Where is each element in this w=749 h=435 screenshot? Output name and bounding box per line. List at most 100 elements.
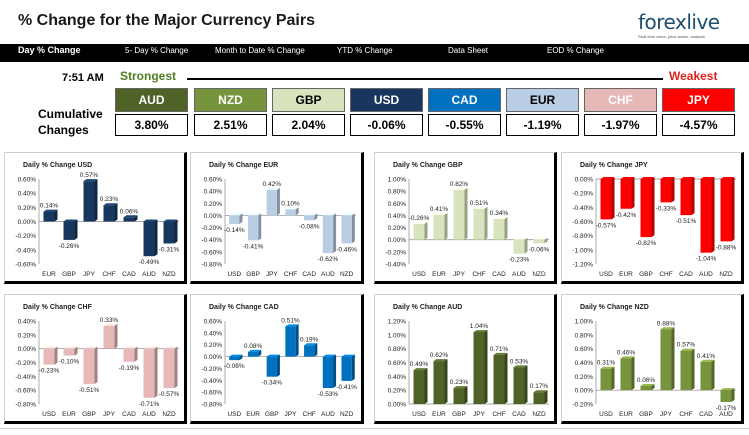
data-label: -1.04%: [696, 256, 717, 263]
x-tick-label: NZD: [340, 411, 354, 418]
x-tick-label: CHF: [284, 271, 297, 278]
y-tick-label: 0.40%: [388, 213, 407, 220]
currency-box-aud: AUD 3.80%: [115, 88, 188, 136]
bar: [533, 392, 545, 404]
chart-panel-usd: Daily % Change USD 0.60% 0.40% 0.20% 0.00% -0…: [4, 152, 187, 284]
y-tick-label: -0.80%: [15, 402, 36, 409]
y-tick-label: 1.20%: [388, 319, 407, 326]
y-tick-label: -0.40%: [385, 262, 406, 269]
bar-top-face: [453, 187, 468, 190]
bar-side-face: [524, 237, 528, 254]
nav-bar: Day % Change 5- Day % Change Month to Da…: [0, 44, 749, 62]
bar: [453, 189, 465, 240]
bar: [163, 221, 175, 244]
bar-side-face: [444, 212, 448, 240]
page-title: % Change for the Major Currency Pairs: [18, 12, 315, 29]
x-tick-label: CHF: [472, 271, 485, 278]
data-label: -0.57%: [159, 391, 180, 398]
bar-side-face: [464, 386, 468, 404]
x-tick-label: GBP: [639, 411, 653, 418]
nav-data-sheet[interactable]: Data Sheet: [448, 46, 489, 55]
strongest-label: Strongest: [120, 69, 177, 83]
nav-day-change[interactable]: Day % Change: [18, 45, 81, 55]
chart-panel-jpy: Daily % Change JPY 0.00% -0.20% -0.40% -0.60…: [561, 152, 744, 284]
bar-top-face: [640, 177, 655, 179]
bar: [680, 179, 692, 216]
bar-side-face: [671, 177, 675, 203]
bar-side-face: [74, 346, 78, 356]
y-tick-label: 0.20%: [18, 205, 37, 212]
bar-side-face: [154, 219, 158, 257]
chart-usd: Daily % Change USD 0.60% 0.40% 0.20% 0.00% -0…: [15, 162, 179, 278]
x-tick-label: NZD: [532, 271, 546, 278]
nav-mtd-change[interactable]: Month to Date % Change: [215, 46, 305, 55]
bar-side-face: [276, 187, 280, 216]
logo-tagline: Real-time news, price action, analysis: [638, 34, 705, 39]
nav-ytd-change[interactable]: YTD % Change: [337, 46, 393, 55]
bar-side-face: [671, 327, 675, 391]
x-tick-label: CHF: [102, 271, 115, 278]
x-tick-label: AUD: [142, 411, 156, 418]
y-tick-label: 0.00%: [204, 213, 223, 220]
y-tick-label: -0.40%: [572, 205, 593, 212]
bar-side-face: [239, 213, 243, 224]
y-tick-label: 0.60%: [18, 177, 37, 184]
currency-box-nzd: NZD 2.51%: [194, 88, 267, 136]
x-tick-label: CHF: [659, 271, 672, 278]
bar: [473, 332, 485, 404]
bar-side-face: [424, 221, 428, 240]
chart-title: Daily % Change JPY: [580, 162, 648, 169]
x-tick-label: EUR: [246, 411, 260, 418]
y-tick-label: 1.00%: [388, 177, 407, 184]
currency-box-gbp: GBP 2.04%: [272, 88, 345, 136]
data-label: -0.14%: [224, 227, 245, 234]
y-tick-label: 0.40%: [18, 319, 37, 326]
bar: [600, 179, 612, 220]
bar: [640, 179, 652, 238]
bar-top-face: [163, 346, 178, 349]
bar-side-face: [258, 213, 262, 241]
y-tick-label: -0.20%: [572, 191, 593, 198]
bar-top-face: [513, 365, 528, 368]
x-tick-label: JPY: [266, 271, 279, 278]
bar-side-face: [711, 359, 715, 391]
data-label: 0.62%: [430, 352, 449, 359]
data-label: 0.57%: [80, 172, 99, 179]
bar-side-face: [484, 206, 488, 240]
x-tick-label: GBP: [639, 271, 653, 278]
bar: [413, 223, 425, 240]
data-label: 0.06%: [120, 208, 139, 215]
y-tick-label: 0.20%: [388, 225, 407, 232]
cumulative-changes-label: Cumulative Changes: [38, 106, 103, 138]
y-tick-label: -0.60%: [201, 249, 222, 256]
y-tick-label: -0.80%: [201, 262, 222, 269]
bar-top-face: [322, 354, 337, 357]
bar-top-face: [600, 366, 615, 369]
bar-side-face: [94, 179, 98, 222]
data-label: -0.17%: [716, 405, 737, 412]
bar-side-face: [134, 346, 138, 362]
y-tick-label: 0.20%: [18, 332, 37, 339]
bar-top-face: [473, 330, 488, 333]
y-tick-label: 0.00%: [575, 388, 594, 395]
data-label: 0.88%: [657, 320, 676, 327]
x-tick-label: NZD: [162, 271, 176, 278]
bar-side-face: [154, 346, 158, 398]
x-tick-label: CAD: [492, 271, 506, 278]
y-tick-label: 0.40%: [18, 191, 37, 198]
data-label: 0.82%: [450, 181, 469, 188]
bar: [493, 354, 505, 404]
x-tick-label: USD: [412, 271, 426, 278]
bar-top-face: [247, 349, 262, 352]
currency-name: GBP: [272, 88, 345, 112]
chart-title: Daily % Change AUD: [393, 304, 462, 311]
nav-5day-change[interactable]: 5- Day % Change: [125, 46, 189, 55]
data-label: 0.06%: [637, 377, 656, 384]
bar: [513, 367, 525, 404]
nav-eod-change[interactable]: EOD % Change: [547, 46, 604, 55]
data-label: -0.26%: [59, 243, 80, 250]
bar-top-face: [103, 323, 118, 326]
bar-top-face: [63, 346, 78, 349]
strength-arrow-line: [187, 78, 663, 80]
bar-side-face: [611, 366, 615, 391]
